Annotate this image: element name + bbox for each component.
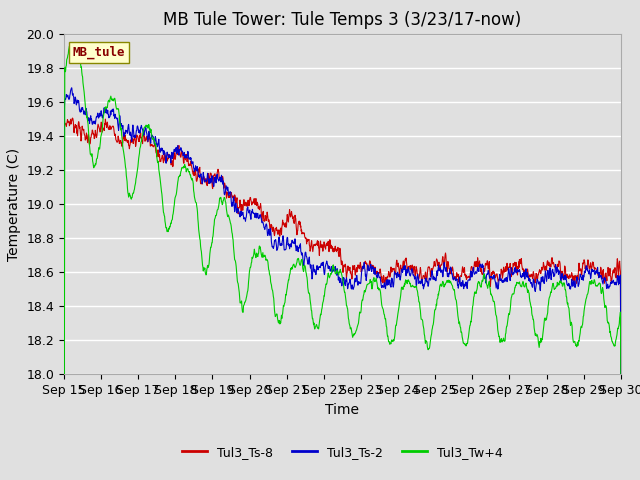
Y-axis label: Temperature (C): Temperature (C) [7, 147, 21, 261]
Title: MB Tule Tower: Tule Temps 3 (3/23/17-now): MB Tule Tower: Tule Temps 3 (3/23/17-now… [163, 11, 522, 29]
X-axis label: Time: Time [325, 403, 360, 417]
Legend: Tul3_Ts-8, Tul3_Ts-2, Tul3_Tw+4: Tul3_Ts-8, Tul3_Ts-2, Tul3_Tw+4 [177, 441, 508, 464]
Text: MB_tule: MB_tule [72, 46, 125, 59]
